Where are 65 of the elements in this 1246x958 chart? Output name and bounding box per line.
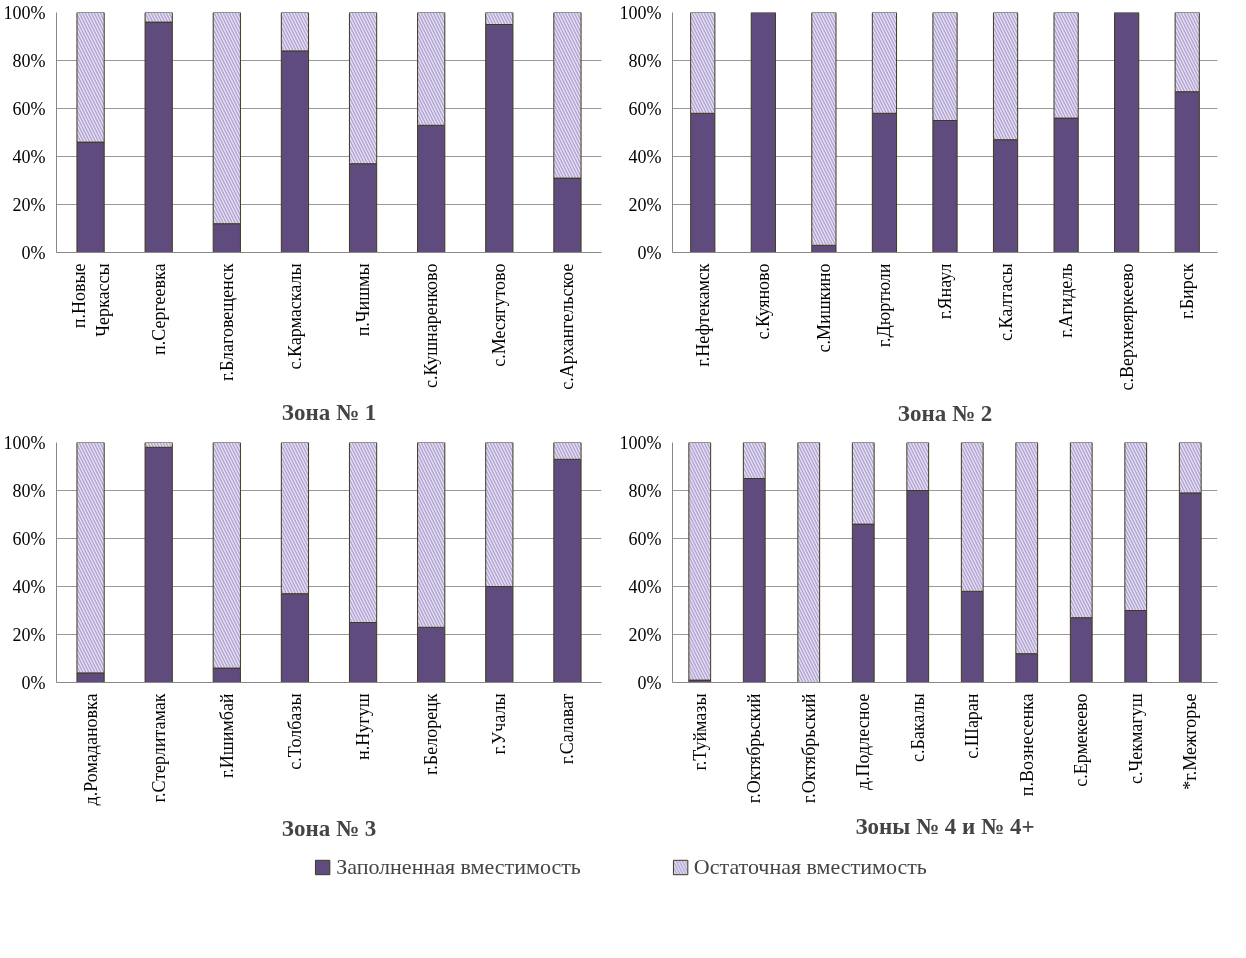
y-tick-label: 0% (21, 242, 46, 263)
y-tick-label: 100% (3, 2, 46, 23)
y-tick-label: 60% (628, 98, 662, 119)
x-tick-label: г.Ишимбай (216, 693, 237, 779)
y-tick-label: 100% (619, 432, 662, 453)
x-tick-label: с.Чекмагуш (1125, 693, 1146, 784)
x-tick-label: д.Ромадановка (80, 693, 101, 806)
x-tick-label: г.Благовещенск (216, 263, 237, 381)
x-tick-label: п.Вознесенка (1016, 693, 1037, 797)
y-tick-label: 80% (628, 480, 662, 501)
y-tick-label: 80% (628, 50, 662, 71)
x-tick-label: г.Янаул (935, 263, 955, 320)
y-tick-label: 0% (21, 672, 46, 693)
text: Зоны № 4 и № 4+ (855, 813, 1035, 839)
text: Зона № 2 (897, 400, 993, 426)
y-tick-label: 40% (628, 576, 662, 597)
y-tick-label: 80% (12, 480, 46, 501)
x-tick-label: г.Бирск (1177, 263, 1198, 320)
x-tick-label: с.Бакалы (907, 693, 928, 763)
y-tick-label: 40% (12, 576, 46, 597)
x-tick-label: г.Салават (557, 693, 578, 765)
x-tick-label: с.Толбазы (284, 693, 305, 770)
x-tick-label: г.Агидель (1056, 263, 1077, 338)
y-tick-label: 80% (12, 50, 46, 71)
x-tick-label: с.Мишкино (813, 263, 834, 353)
y-tick-label: 0% (637, 242, 662, 263)
x-tick-label: с.Кармаскалы (284, 263, 305, 370)
x-tick-label: п.Сергеевка (148, 263, 169, 355)
x-tick-label: с.Месягутово (489, 263, 510, 367)
x-tick-label: г.Туймазы (689, 693, 710, 771)
x-tick-label: с.Кушнаренково (421, 263, 442, 388)
y-tick-label: 100% (3, 432, 46, 453)
x-tick-label: п.Чишмы (353, 263, 374, 337)
text: Зона № 3 (281, 815, 377, 841)
x-tick-label: д.Подлесное (853, 693, 874, 791)
x-tick-label: с.Архангельское (557, 263, 578, 390)
y-tick-label: 20% (628, 194, 662, 215)
y-tick-label: 0% (637, 672, 662, 693)
y-tick-label: 40% (628, 146, 662, 167)
legend-label: Остаточная вместимость (693, 854, 927, 880)
legend-label: Заполненная вместимость (336, 854, 581, 880)
y-tick-label: 20% (628, 624, 662, 645)
x-tick-label: г.Октябрьский (744, 693, 765, 804)
x-tick-label: г.Учалы (489, 693, 510, 755)
x-tick-label: н.Нугуш (353, 693, 374, 760)
x-tick-label: с.Куяново (753, 263, 774, 340)
y-tick-label: 100% (619, 2, 662, 23)
y-tick-label: 20% (12, 194, 46, 215)
x-tick-label: г.Нефтекамск (692, 263, 713, 367)
x-tick-label: *г.Межгорье (1180, 693, 1201, 790)
x-tick-label: с.Ермекеево (1071, 693, 1092, 787)
x-tick-label: г.Октябрьский (798, 693, 819, 804)
y-tick-label: 60% (12, 528, 46, 549)
y-tick-label: 40% (12, 146, 46, 167)
x-tick-label: г.Белорецк (421, 693, 442, 776)
x-tick-label: г.Стерлитамак (148, 693, 169, 803)
y-tick-label: 60% (12, 98, 46, 119)
x-tick-label: с.Верхнеяркеево (1116, 263, 1137, 391)
text: Зона № 1 (281, 399, 377, 425)
x-tick-label: с.Шаран (962, 693, 983, 759)
y-tick-label: 60% (628, 528, 662, 549)
y-tick-label: 20% (12, 624, 46, 645)
x-tick-label: с.Калтасы (995, 263, 1016, 342)
x-tick-label: г.Дюртюли (874, 263, 895, 348)
x-tick-label: п.Новые Черкассы (68, 263, 113, 337)
